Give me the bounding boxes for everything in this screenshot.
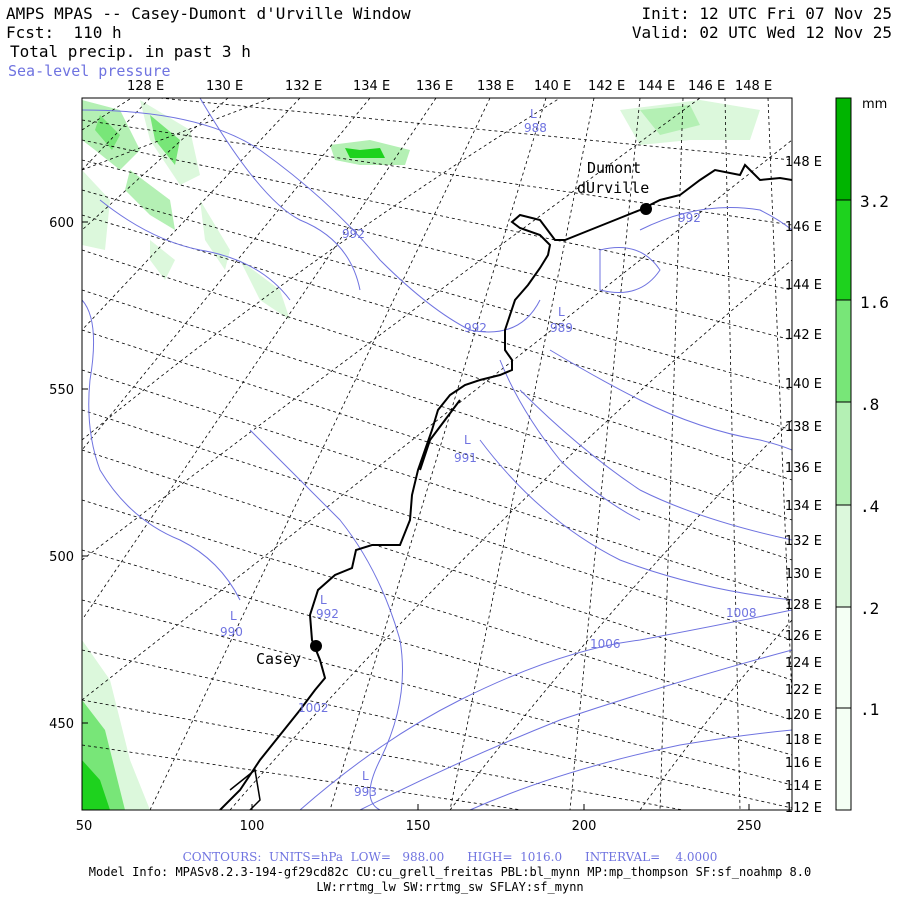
pressure-label: 1008: [726, 606, 757, 620]
graticule: [82, 98, 792, 810]
bottom-x-label: 150: [406, 819, 431, 834]
top-lon-label: 136 E: [416, 79, 453, 94]
right-lon-label: 146 E: [785, 220, 822, 235]
right-lon-label: 136 E: [785, 461, 822, 476]
right-lon-label: 134 E: [785, 499, 822, 514]
bottom-x-label: 200: [572, 819, 597, 834]
right-lon-label: 114 E: [785, 779, 822, 794]
overlay-name: Sea-level pressure: [8, 62, 171, 80]
top-lon-label: 138 E: [477, 79, 514, 94]
top-lon-label: 146 E: [688, 79, 725, 94]
right-lon-label: 124 E: [785, 656, 822, 671]
contour-info: CONTOURS: UNITS=hPa LOW= 988.00 HIGH= 10…: [182, 850, 718, 864]
right-lon-label: 132 E: [785, 534, 822, 549]
bottom-x-label: 100: [240, 819, 265, 834]
pressure-label: L: [464, 433, 471, 447]
bottom-x-labels: 50 100 150 200 250: [76, 819, 762, 834]
colorbar-label: 3.2: [860, 192, 889, 211]
colorbar-label: .8: [860, 395, 879, 414]
colorbar-segment: [836, 98, 851, 200]
bottom-x-label: 50: [76, 819, 93, 834]
pressure-label: L: [530, 107, 537, 121]
top-lon-label: 132 E: [285, 79, 322, 94]
scheme-info: LW:rrtmg_lw SW:rrtmg_sw SFLAY:sf_mynn: [316, 880, 584, 894]
colorbar-label: .2: [860, 599, 879, 618]
pressure-label: 1002: [298, 701, 329, 715]
top-lon-label: 128 E: [127, 79, 164, 94]
right-lon-label: 140 E: [785, 377, 822, 392]
colorbar-segment: [836, 300, 851, 402]
dumont-station-marker: [640, 203, 652, 215]
field-name: Total precip. in past 3 h: [10, 42, 251, 61]
pressure-label: 991: [454, 451, 477, 465]
model-info: Model Info: MPASv8.2.3-194-gf29cd82c CU:…: [88, 865, 812, 879]
left-y-labels: 600 550 500 450: [49, 216, 74, 732]
top-lon-labels: 128 E 130 E 132 E 134 E 136 E 138 E 140 …: [127, 79, 772, 94]
right-lon-label: 112 E: [785, 801, 822, 816]
pressure-label: 992: [342, 227, 365, 241]
right-lon-labels: 148 E 146 E 144 E 142 E 140 E 138 E 136 …: [785, 155, 822, 816]
pressure-label: 990: [220, 625, 243, 639]
axis-ticks: [81, 221, 750, 810]
top-lon-label: 142 E: [588, 79, 625, 94]
right-lon-label: 116 E: [785, 756, 822, 771]
top-lon-label: 144 E: [638, 79, 675, 94]
right-lon-label: 138 E: [785, 420, 822, 435]
right-lon-label: 122 E: [785, 683, 822, 698]
pressure-contours: [82, 98, 792, 810]
casey-station-marker: [310, 640, 322, 652]
pressure-label: L: [230, 609, 237, 623]
left-y-label: 550: [49, 383, 74, 398]
station-label-casey: Casey: [256, 650, 301, 668]
right-lon-label: 120 E: [785, 708, 822, 723]
map-title: AMPS MPAS -- Casey-Dumont d'Urville Wind…: [6, 4, 411, 23]
station-label-durville: dUrville: [577, 179, 649, 197]
pressure-label: L: [320, 593, 327, 607]
valid-time: Valid: 02 UTC Wed 12 Nov 25: [631, 23, 892, 42]
pressure-label: 992: [464, 321, 487, 335]
pressure-label: 992: [316, 607, 339, 621]
colorbar-label: .4: [860, 497, 879, 516]
pressure-label: L: [558, 305, 565, 319]
pressure-labels: 992 992 L 989 L 991 L 992 L 990 1002 L 9…: [220, 107, 757, 799]
pressure-label: 992: [678, 211, 701, 225]
colorbar-segment: [836, 200, 851, 300]
pressure-label: 988: [524, 121, 547, 135]
colorbar-unit: mm: [862, 97, 887, 112]
plot-area: [82, 98, 792, 810]
right-lon-label: 126 E: [785, 629, 822, 644]
top-lon-label: 148 E: [735, 79, 772, 94]
init-time: Init: 12 UTC Fri 07 Nov 25: [641, 4, 892, 23]
colorbar-segment: [836, 402, 851, 505]
top-lon-label: 134 E: [353, 79, 390, 94]
left-y-label: 450: [49, 717, 74, 732]
colorbar: mm 3.2 1.6 .8 .4 .2 .1: [835, 97, 889, 811]
right-lon-label: 128 E: [785, 598, 822, 613]
right-lon-label: 130 E: [785, 567, 822, 582]
forecast-hour: Fcst: 110 h: [6, 23, 122, 42]
colorbar-segment: [836, 505, 851, 607]
plot-frame: [81, 97, 793, 811]
top-lon-label: 140 E: [534, 79, 571, 94]
pressure-label: L: [362, 769, 369, 783]
right-lon-label: 142 E: [785, 328, 822, 343]
right-lon-label: 148 E: [785, 155, 822, 170]
left-y-label: 500: [49, 550, 74, 565]
bottom-x-label: 250: [737, 819, 762, 834]
pressure-label: 1006: [590, 637, 621, 651]
left-y-label: 600: [49, 216, 74, 231]
pressure-label: 993: [354, 785, 377, 799]
top-lon-label: 130 E: [206, 79, 243, 94]
station-label-dumont: Dumont: [587, 159, 641, 177]
colorbar-label: 1.6: [860, 293, 889, 312]
pressure-label: 989: [550, 321, 573, 335]
precip-shading: [82, 100, 760, 810]
right-lon-label: 144 E: [785, 278, 822, 293]
colorbar-label: .1: [860, 700, 879, 719]
right-lon-label: 118 E: [785, 733, 822, 748]
